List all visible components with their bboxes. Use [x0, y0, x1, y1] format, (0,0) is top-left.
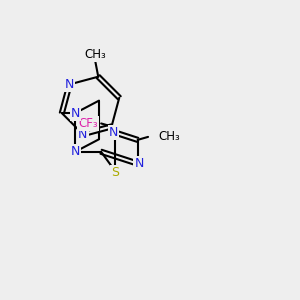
Text: N: N [109, 126, 118, 139]
Text: CF₃: CF₃ [78, 117, 98, 130]
Text: N: N [70, 106, 80, 120]
Text: CH₃: CH₃ [158, 130, 180, 143]
Text: N: N [78, 128, 88, 141]
Text: N: N [65, 78, 74, 91]
Text: S: S [111, 166, 119, 179]
Text: CH₃: CH₃ [84, 48, 106, 61]
Text: N: N [70, 145, 80, 158]
Text: N: N [134, 157, 144, 170]
